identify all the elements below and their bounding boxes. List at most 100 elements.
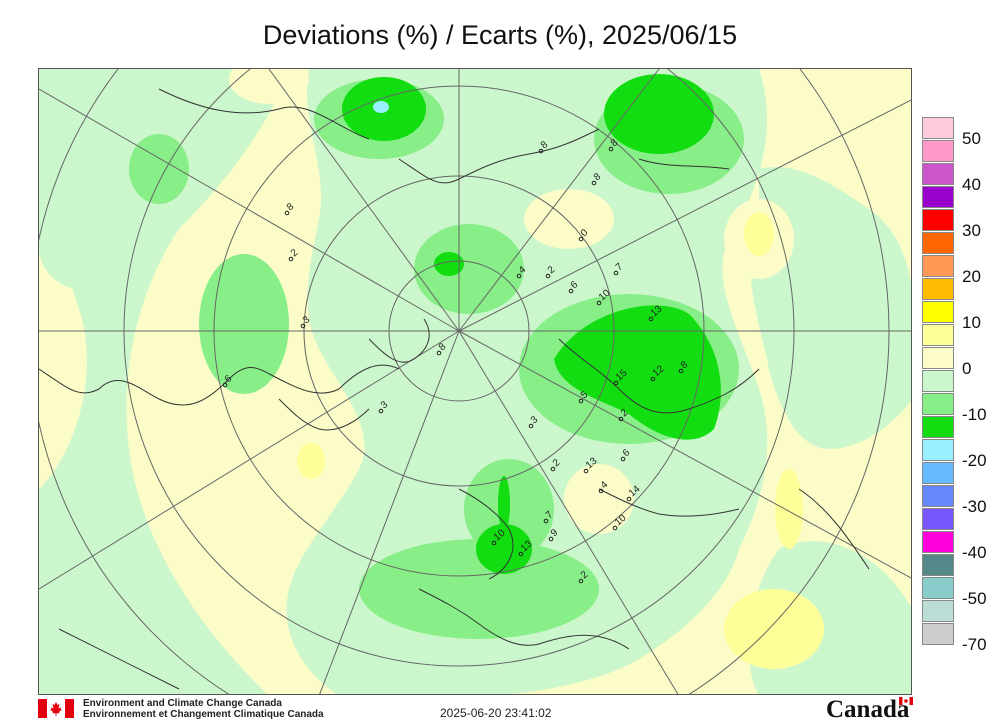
legend-swatch: [922, 439, 954, 461]
legend-swatch: [922, 623, 954, 645]
legend-swatch: [922, 485, 954, 507]
station-marker: [300, 323, 306, 329]
station-value: 4: [599, 479, 611, 491]
legend-swatch: [922, 232, 954, 254]
legend-swatch: [922, 531, 954, 553]
legend-swatch: [922, 393, 954, 415]
legend-swatch: [922, 508, 954, 530]
station-marker: [518, 551, 524, 557]
generation-timestamp: 2025-06-20 23:41:02: [440, 706, 552, 720]
legend-label: 20: [962, 267, 981, 286]
station-value: 0: [579, 227, 591, 239]
legend-swatch: [922, 462, 954, 484]
station-marker: [538, 148, 544, 154]
station-marker: [626, 496, 632, 502]
canada-flag-icon: [38, 699, 74, 718]
station-value: 7: [614, 261, 626, 273]
legend-label: 0: [962, 359, 972, 378]
agency-name: Environment and Climate Change Canada En…: [83, 698, 324, 720]
legend-swatch: [922, 416, 954, 438]
polar-deviation-map: 8 8 8 2 3 0 7 6 10 13 5 12 15 8 2 2 3 3 13 4 14 6 7 9 10 13 10 2 8 4 2…: [38, 68, 912, 695]
station-marker: [543, 518, 549, 524]
station-marker: [620, 456, 626, 462]
legend-swatch: [922, 347, 954, 369]
legend-label: -70: [962, 635, 987, 654]
station-marker: [613, 270, 619, 276]
station-marker: [618, 416, 624, 422]
station-marker: [598, 488, 604, 494]
station-value: 4: [517, 264, 529, 276]
station-value: 5: [579, 389, 591, 401]
station-value: 3: [379, 399, 391, 411]
station-marker: [578, 398, 584, 404]
legend-swatch: [922, 117, 954, 139]
legend-swatch: [922, 278, 954, 300]
legend-swatch: [922, 140, 954, 162]
legend-swatch: [922, 577, 954, 599]
station-value: 3: [301, 314, 313, 326]
station-value: 6: [223, 373, 235, 385]
station-marker: [222, 382, 228, 388]
station-marker: [545, 273, 551, 279]
station-marker: [491, 540, 497, 546]
station-value: 8: [539, 139, 551, 151]
station-marker: [550, 466, 556, 472]
legend-label: -50: [962, 589, 987, 608]
legend-swatch: [922, 554, 954, 576]
map-title: Deviations (%) / Ecarts (%), 2025/06/15: [262, 20, 738, 50]
legend-swatch: [922, 186, 954, 208]
station-value: 9: [549, 527, 561, 539]
station-marker: [578, 578, 584, 584]
strong-green-zone: [342, 74, 721, 574]
agency-name-en: Environment and Climate Change Canada: [83, 698, 282, 709]
legend-label: 30: [962, 221, 981, 240]
station-marker: [648, 316, 654, 322]
legend-label: 10: [962, 313, 981, 332]
station-value: 8: [285, 201, 297, 213]
station-marker: [288, 256, 294, 262]
station-marker: [378, 408, 384, 414]
station-value: 2: [579, 569, 591, 581]
station-marker: [516, 273, 522, 279]
legend-swatch: [922, 324, 954, 346]
station-value: 8: [609, 137, 621, 149]
legend-label: 40: [962, 175, 981, 194]
station-value: 8: [679, 359, 691, 371]
station-marker: [583, 468, 589, 474]
station-marker: [578, 236, 584, 242]
station-marker: [612, 525, 618, 531]
station-value: 2: [551, 457, 563, 469]
legend-label: -20: [962, 451, 987, 470]
legend-swatch: [922, 209, 954, 231]
station-marker: [608, 146, 614, 152]
legend-label: -40: [962, 543, 987, 562]
station-value: 7: [544, 509, 556, 521]
station-marker: [284, 210, 290, 216]
station-value: 3: [529, 414, 541, 426]
station-value: 2: [619, 407, 631, 419]
legend-swatch: [922, 301, 954, 323]
meridians: [39, 69, 911, 694]
legend-swatch: [922, 600, 954, 622]
station-marker: [436, 350, 442, 356]
legend-swatch: [922, 255, 954, 277]
station-marker: [596, 300, 602, 306]
station-value: 2: [289, 247, 301, 259]
station-value: 2: [546, 264, 558, 276]
coastlines: [39, 88, 870, 690]
station-marker: [613, 380, 619, 386]
wordmark-flag-icon: [899, 697, 913, 705]
legend-label: 50: [962, 129, 981, 148]
agency-name-fr: Environnement et Changement Climatique C…: [83, 709, 324, 720]
station-marker: [650, 376, 656, 382]
cyan-spot: [373, 101, 389, 113]
station-marker: [591, 180, 597, 186]
canada-wordmark: Canada: [826, 696, 910, 723]
legend-swatch: [922, 163, 954, 185]
station-value: 6: [569, 279, 581, 291]
station-value: 8: [592, 171, 604, 183]
station-marker: [548, 536, 554, 542]
station-marker: [568, 288, 574, 294]
station-value: 6: [621, 447, 633, 459]
station-value: 8: [437, 341, 449, 353]
